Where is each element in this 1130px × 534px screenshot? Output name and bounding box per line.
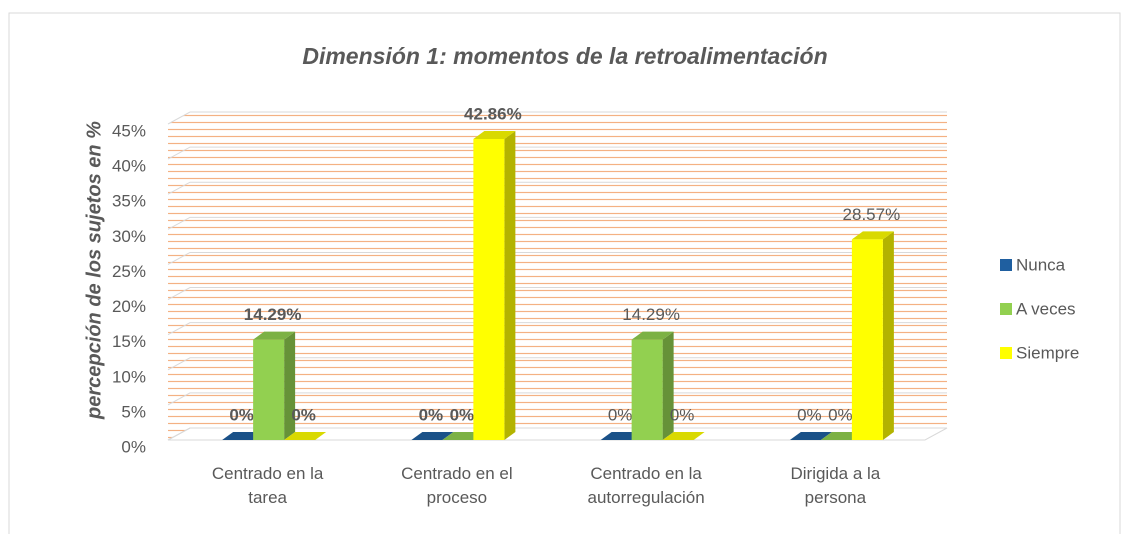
legend-label: Nunca	[1016, 255, 1066, 274]
legend-swatch	[1000, 347, 1012, 359]
y-tick-label: 25%	[112, 262, 146, 281]
legend-label: Siempre	[1016, 343, 1079, 362]
grid-line	[167, 181, 947, 195]
y-tick-label: 0%	[121, 437, 146, 456]
y-tick-label: 20%	[112, 297, 146, 316]
bar-side	[662, 331, 674, 440]
data-label: 0%	[419, 405, 444, 424]
side-wall	[168, 112, 190, 440]
grid-line	[167, 357, 947, 371]
data-label: 28.57%	[843, 205, 901, 224]
bar	[473, 131, 516, 440]
bar-top	[631, 331, 674, 340]
data-label: 42.86%	[464, 105, 522, 124]
grid-line	[167, 287, 947, 300]
data-label: 0%	[828, 405, 853, 424]
data-label: 0%	[229, 405, 254, 424]
x-tick-label: Dirigida a la persona	[790, 464, 881, 507]
bar-side	[882, 231, 894, 440]
bar	[411, 432, 454, 440]
chart-border	[8, 12, 1121, 534]
data-label: 14.29%	[622, 305, 680, 324]
bar-front	[851, 239, 883, 440]
y-axis-title: percepción de los sujetos en %	[83, 121, 105, 420]
grid-line	[167, 322, 947, 336]
bar-top	[253, 331, 296, 340]
data-label: 14.29%	[244, 305, 302, 324]
data-label: 0%	[450, 405, 475, 424]
bar	[662, 432, 705, 440]
back-wall	[190, 112, 947, 428]
y-tick-label: 45%	[112, 121, 146, 140]
bar-top	[284, 432, 327, 440]
bar-front	[253, 339, 285, 440]
y-tick-label: 10%	[112, 367, 146, 386]
bar	[789, 432, 832, 440]
legend-swatch	[1000, 259, 1012, 271]
y-tick-label: 40%	[112, 157, 146, 176]
bar	[851, 231, 894, 440]
bar-front	[631, 339, 663, 440]
bar-top	[411, 432, 454, 440]
bar-top	[473, 131, 516, 140]
data-label: 0%	[797, 405, 822, 424]
bar	[253, 331, 296, 440]
bar-top	[851, 231, 894, 240]
legend-swatch	[1000, 303, 1012, 315]
data-label: 0%	[291, 405, 316, 424]
y-tick-label: 15%	[112, 332, 146, 351]
legend-label: A veces	[1016, 299, 1076, 318]
bar-top	[789, 432, 832, 440]
y-tick-label: 35%	[112, 192, 146, 211]
grid-line	[167, 427, 947, 441]
data-label: 0%	[670, 405, 695, 424]
bar	[631, 331, 674, 440]
grid-line	[167, 392, 947, 406]
x-tick-label: Centrado en la autorregulación	[587, 464, 705, 507]
bar-front	[473, 139, 505, 440]
y-tick-label: 5%	[121, 402, 146, 421]
bar-side	[284, 331, 296, 440]
data-label: 0%	[608, 405, 633, 424]
grid-line	[167, 216, 947, 230]
x-tick-label: Centrado en la tarea	[211, 464, 324, 507]
x-tick-label: Centrado en el proceso	[401, 464, 513, 507]
chart-title: Dimensión 1: momentos de la retroaliment…	[302, 43, 827, 69]
bar-side	[504, 131, 516, 440]
grid-line	[167, 111, 947, 125]
y-tick-label: 30%	[112, 227, 146, 246]
bar-top	[662, 432, 705, 440]
grid-line	[167, 146, 947, 160]
grid-line	[167, 251, 947, 265]
bar	[284, 432, 327, 440]
